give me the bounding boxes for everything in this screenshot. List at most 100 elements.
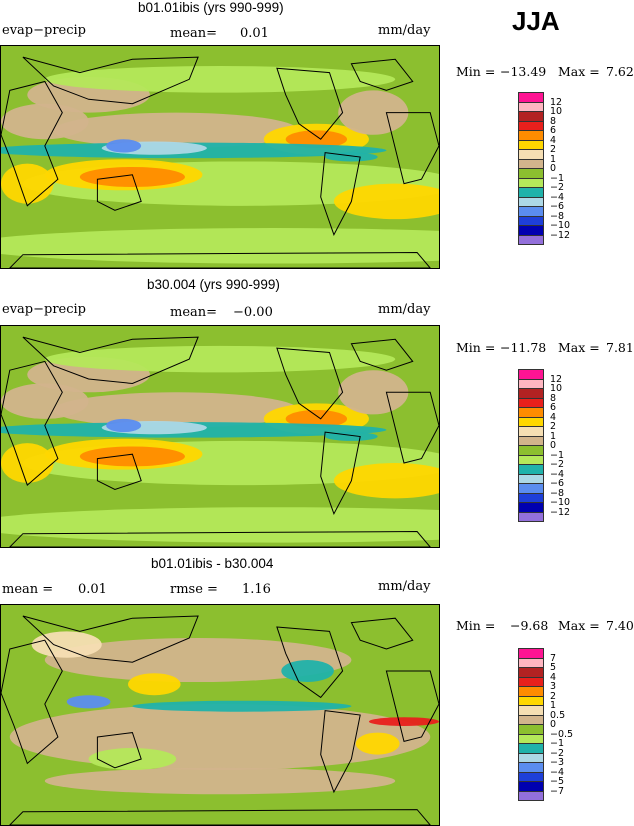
coastline — [276, 67, 344, 140]
colorbar-label: −8 — [550, 210, 565, 222]
field-contour — [285, 130, 348, 149]
coastline — [320, 152, 361, 236]
colorbar-swatch — [518, 790, 544, 801]
coastline — [276, 347, 344, 420]
panel-1-min-label: Min = — [456, 64, 496, 79]
field-contour — [31, 631, 102, 658]
panel-2-title: b30.004 (yrs 990-999) — [147, 277, 280, 292]
panel-2-mean-label: mean= — [170, 305, 218, 320]
colorbar-label: 0 — [550, 163, 557, 174]
colorbar-label: 6 — [550, 125, 557, 136]
colorbar-label: −0.5 — [550, 728, 574, 740]
coastline — [350, 617, 414, 650]
colorbar-label: −8 — [550, 487, 565, 499]
colorbar-swatch — [518, 234, 544, 245]
panel-2-max-label: Max = — [558, 340, 600, 355]
panel-3-map-field — [1, 605, 439, 825]
panel-3-title: b01.01ibis - b30.004 — [151, 556, 274, 571]
panel-1-mean-label: mean= — [170, 26, 218, 41]
panel-1-mean-value: 0.01 — [240, 26, 269, 41]
panel-3-map — [0, 604, 440, 826]
colorbar-label: 7 — [550, 652, 557, 664]
field-contour — [79, 166, 185, 187]
panel-3-max-value: 7.40 — [606, 618, 634, 633]
coastline — [22, 336, 199, 385]
field-contour — [106, 139, 142, 153]
colorbar-label: −1 — [550, 449, 565, 461]
colorbar-label: −4 — [550, 468, 565, 480]
field-contour — [355, 732, 400, 755]
panel-3-min-value: −9.68 — [510, 618, 549, 633]
panel-1-units: mm/day — [378, 23, 431, 38]
coastline — [385, 670, 439, 743]
colorbar-label: 4 — [550, 411, 557, 423]
colorbar-label: −10 — [550, 220, 571, 231]
colorbar-label: −3 — [550, 757, 565, 768]
colorbar-label: −2 — [550, 182, 565, 193]
colorbar-label: 0 — [550, 440, 557, 451]
field-contour — [53, 112, 299, 149]
panel-2-units: mm/day — [378, 302, 431, 317]
coastline — [22, 615, 199, 663]
coastline — [320, 710, 361, 794]
colorbar-label: −5 — [550, 776, 565, 787]
colorbar-label: 12 — [550, 373, 563, 385]
coastline — [22, 56, 199, 105]
field-contour — [106, 418, 142, 433]
field-contour — [44, 345, 396, 373]
colorbar-label: −6 — [550, 201, 565, 212]
colorbar-label: −12 — [550, 506, 571, 518]
coastline — [385, 391, 439, 464]
coastline — [96, 732, 142, 769]
colorbar-label: 0 — [550, 719, 557, 730]
field-contour — [1, 163, 54, 204]
colorbar-label: 12 — [550, 96, 563, 108]
colorbar-label: 1 — [550, 153, 557, 165]
field-contour — [88, 748, 177, 770]
colorbar-label: 6 — [550, 402, 557, 413]
colorbar-label: 2 — [550, 690, 557, 702]
colorbar-label: −10 — [550, 497, 571, 508]
colorbar-label: −1 — [550, 738, 565, 749]
panel-3-units: mm/day — [378, 579, 431, 594]
panel-2-min-label: Min = — [456, 340, 496, 355]
panel-1-max-label: Max = — [558, 64, 600, 79]
coastline — [1, 80, 63, 207]
field-contour — [128, 673, 181, 696]
colorbar-label: −6 — [550, 478, 565, 489]
colorbar-label: 4 — [550, 134, 557, 146]
panel-2-colorbar: 12 10 8 6 4 2 1 0 −1 −2 −4 −6 −8 −10 −12 — [518, 369, 578, 541]
colorbar-label: 10 — [550, 383, 563, 394]
field-contour — [79, 446, 185, 467]
colorbar-label: −4 — [550, 191, 565, 203]
panel-2-min-value: −11.78 — [500, 340, 547, 355]
field-contour — [338, 90, 409, 135]
field-contour — [325, 432, 378, 441]
panel-2-mean-value: −0.00 — [233, 305, 273, 320]
colorbar-label: 1 — [550, 700, 557, 711]
panel-3-mean-label: mean = — [2, 582, 54, 597]
coastline — [276, 626, 344, 699]
field-contour — [1, 507, 439, 543]
season-label: JJA — [512, 6, 560, 36]
panel-1-max-value: 7.62 — [606, 64, 634, 79]
field-contour — [44, 638, 352, 682]
field-contour — [53, 392, 299, 428]
panel-2-map-field — [1, 326, 439, 547]
colorbar-label: 4 — [550, 671, 557, 683]
field-contour — [132, 700, 352, 712]
colorbar-label: 0.5 — [550, 709, 566, 721]
colorbar-label: 8 — [550, 115, 557, 127]
colorbar-label: 2 — [550, 421, 557, 432]
field-contour — [1, 383, 89, 419]
coastline — [385, 112, 439, 185]
colorbar-label: −7 — [550, 785, 565, 797]
field-contour — [1, 228, 439, 264]
colorbar-label: 3 — [550, 681, 557, 692]
coastline — [350, 338, 414, 371]
panel-2-variable-label: evap−precip — [2, 302, 86, 317]
panel-1-map-field — [1, 46, 439, 268]
colorbar-label: −4 — [550, 766, 565, 778]
colorbar-label: 1 — [550, 430, 557, 442]
field-contour — [1, 103, 89, 140]
